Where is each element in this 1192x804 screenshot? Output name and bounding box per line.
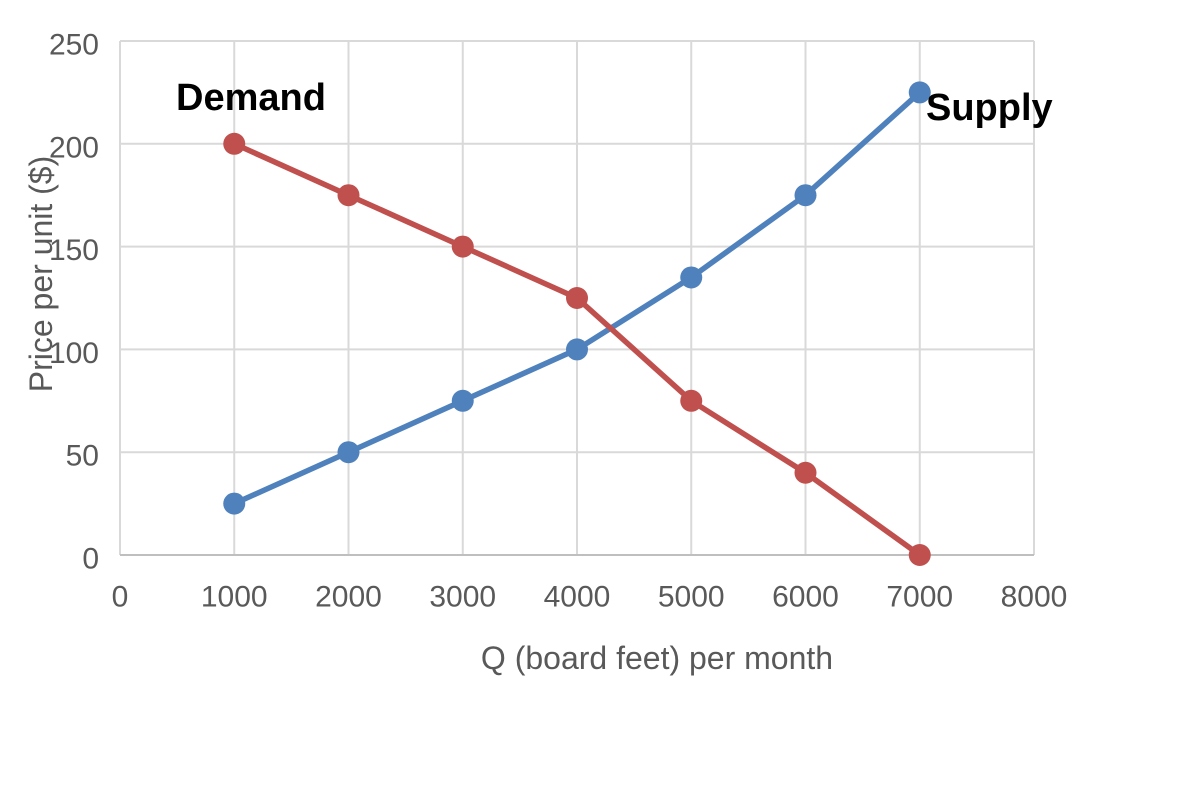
y-tick-label: 100 [49,337,99,370]
supply-marker [794,184,817,207]
x-tick-label: 2000 [315,581,382,614]
demand-marker [794,461,817,484]
demand-marker [337,184,360,207]
demand-marker [908,544,931,566]
x-tick-label: 1000 [201,581,268,614]
supply-series-label: Supply [926,87,1053,129]
y-tick-label: 50 [66,440,99,473]
supply-marker [908,81,931,104]
x-tick-label: 3000 [429,581,496,614]
demand-marker [566,287,588,309]
supply-marker [223,492,246,515]
supply-marker [680,266,703,289]
demand-series-label: Demand [176,77,326,119]
y-tick-label: 150 [49,234,99,267]
x-tick-label: 5000 [658,581,725,614]
demand-marker [680,389,703,412]
demand-marker [451,235,474,258]
supply-marker [566,338,588,361]
x-axis-title: Q (board feet) per month [480,640,834,676]
x-tick-label: 7000 [886,581,953,614]
supply-marker [451,389,474,412]
x-tick-label: 0 [112,581,129,614]
x-tick-label: 8000 [1001,581,1068,614]
y-tick-label: 200 [49,131,99,164]
x-tick-label: 6000 [772,581,839,614]
demand-marker [223,132,246,155]
y-tick-label: 0 [82,543,99,576]
y-tick-label: 250 [49,29,99,62]
y-axis-title: Price per unit ($) [23,155,59,393]
supply-marker [337,441,360,464]
x-tick-label: 4000 [544,581,611,614]
